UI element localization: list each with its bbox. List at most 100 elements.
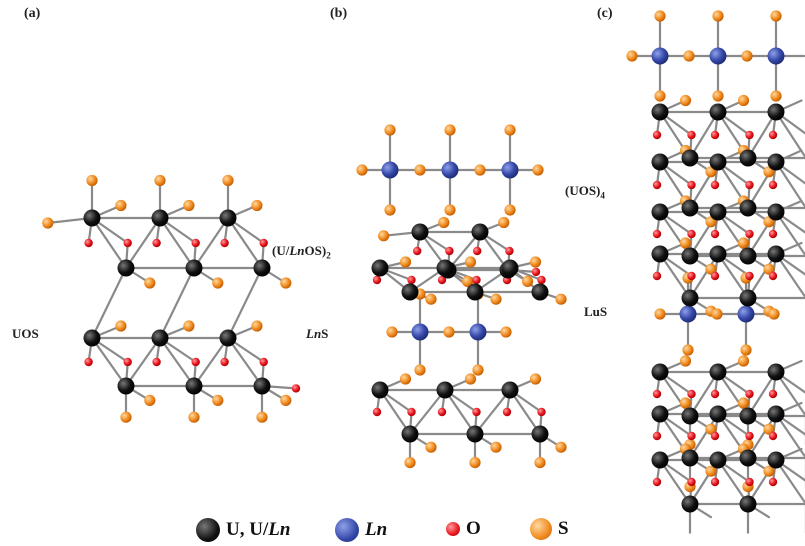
s-atom — [737, 355, 750, 367]
u-atom — [117, 377, 135, 395]
u-atom — [709, 153, 727, 171]
s-atom — [115, 199, 127, 212]
s-atom — [768, 308, 780, 320]
s-atom — [183, 320, 195, 332]
o-atom — [745, 477, 754, 487]
o-atom — [152, 238, 161, 248]
s-atom — [737, 237, 750, 249]
o-atom — [687, 389, 696, 399]
s-atom — [378, 230, 390, 242]
bond — [746, 252, 778, 300]
bond — [90, 216, 128, 270]
ln-atom — [651, 47, 669, 65]
u-atom — [767, 153, 785, 171]
o-atom — [123, 238, 132, 248]
u-atom — [411, 223, 429, 241]
legend-item-s: S — [530, 518, 569, 540]
bond — [226, 266, 264, 340]
bond — [158, 216, 196, 270]
o-atom — [259, 357, 268, 367]
s-atom — [555, 441, 567, 453]
legend-swatch-o — [446, 522, 460, 536]
s-atom — [522, 275, 534, 287]
s-atom — [712, 10, 724, 22]
u-atom — [739, 149, 757, 167]
u-atom — [501, 259, 519, 277]
o-atom — [745, 271, 754, 281]
o-atom — [372, 275, 382, 285]
u-atom — [739, 449, 757, 467]
bond — [158, 266, 196, 340]
s-atom — [222, 174, 234, 187]
ln-atom — [737, 305, 755, 323]
legend-item-ln: Ln — [335, 518, 387, 542]
ln-atom — [767, 47, 785, 65]
bond — [716, 210, 750, 258]
u-atom — [651, 153, 669, 171]
u-atom — [151, 329, 169, 347]
u-atom — [651, 203, 669, 221]
s-atom — [86, 174, 98, 187]
o-atom — [445, 246, 454, 256]
s-atom — [42, 217, 54, 229]
u-atom — [681, 289, 699, 307]
s-atom — [404, 457, 416, 469]
s-atom — [737, 94, 750, 107]
bond — [378, 388, 412, 436]
s-atom — [654, 308, 666, 320]
bond — [158, 336, 196, 388]
s-atom — [500, 326, 512, 338]
legend-label-s: S — [558, 518, 569, 539]
u-atom — [185, 259, 203, 277]
o-atom — [407, 407, 416, 417]
bond — [746, 110, 778, 160]
bond — [716, 252, 750, 300]
u-atom — [371, 381, 389, 399]
u-atom — [401, 425, 419, 443]
bond — [192, 216, 230, 270]
u-atom — [739, 247, 757, 265]
u-atom — [681, 149, 699, 167]
s-atom — [188, 411, 200, 423]
bond — [774, 210, 805, 257]
s-atom — [251, 320, 263, 332]
s-atom — [474, 164, 486, 176]
u-atom — [767, 203, 785, 221]
o-atom — [745, 389, 754, 399]
o-atom — [687, 180, 696, 190]
u-atom — [651, 405, 669, 423]
o-atom — [123, 357, 132, 367]
u-atom — [739, 199, 757, 217]
o-atom — [191, 357, 200, 367]
o-atom — [745, 130, 754, 140]
panel-label-c: (c) — [597, 6, 613, 21]
o-atom — [710, 130, 720, 140]
o-atom — [537, 275, 546, 285]
o-atom — [710, 431, 720, 441]
u-atom — [681, 199, 699, 217]
s-atom — [469, 457, 481, 469]
o-atom — [437, 407, 447, 417]
o-atom — [407, 275, 416, 285]
ln-atom — [501, 161, 519, 179]
bond — [688, 110, 720, 160]
legend-swatch-heavy — [196, 518, 220, 542]
bond — [774, 412, 805, 459]
bond — [124, 216, 162, 270]
u-atom — [436, 259, 454, 277]
legend-swatch-s — [530, 518, 552, 540]
panel-label-a: (a) — [24, 6, 41, 21]
o-atom — [710, 389, 720, 399]
o-atom — [710, 271, 720, 281]
s-atom — [384, 204, 396, 216]
bond — [473, 388, 512, 436]
o-atom — [687, 130, 696, 140]
u-atom — [709, 245, 727, 263]
o-atom — [652, 389, 662, 399]
o-atom — [745, 431, 754, 441]
s-atom — [711, 308, 723, 320]
o-atom — [745, 180, 754, 190]
slab-label-lns: LnS — [306, 326, 329, 341]
o-atom — [437, 275, 447, 285]
s-atom — [144, 277, 156, 289]
